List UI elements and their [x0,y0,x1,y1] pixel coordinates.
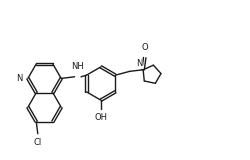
Text: Cl: Cl [34,138,42,147]
Text: O: O [141,44,148,52]
Text: N: N [136,60,142,68]
Text: N: N [16,74,22,83]
Text: NH: NH [71,62,84,71]
Text: OH: OH [94,113,107,122]
